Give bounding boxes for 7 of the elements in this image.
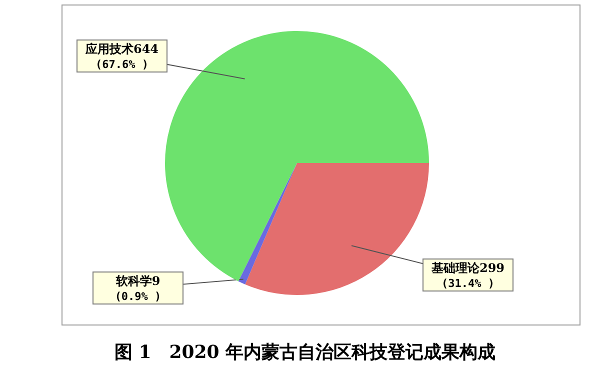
slice-label: 应用技术644 <box>84 42 159 56</box>
data-label: (0.9% ) <box>114 290 162 303</box>
data-label: (31.4% ) <box>442 277 494 290</box>
text: 图 1 2020 年内蒙古自治区科技登记成果构成 <box>114 342 496 363</box>
slice-label: 软科学9 <box>114 274 160 288</box>
slice-label: 基础理论299 <box>430 261 505 275</box>
data-label: (67.6% ) <box>96 58 148 71</box>
